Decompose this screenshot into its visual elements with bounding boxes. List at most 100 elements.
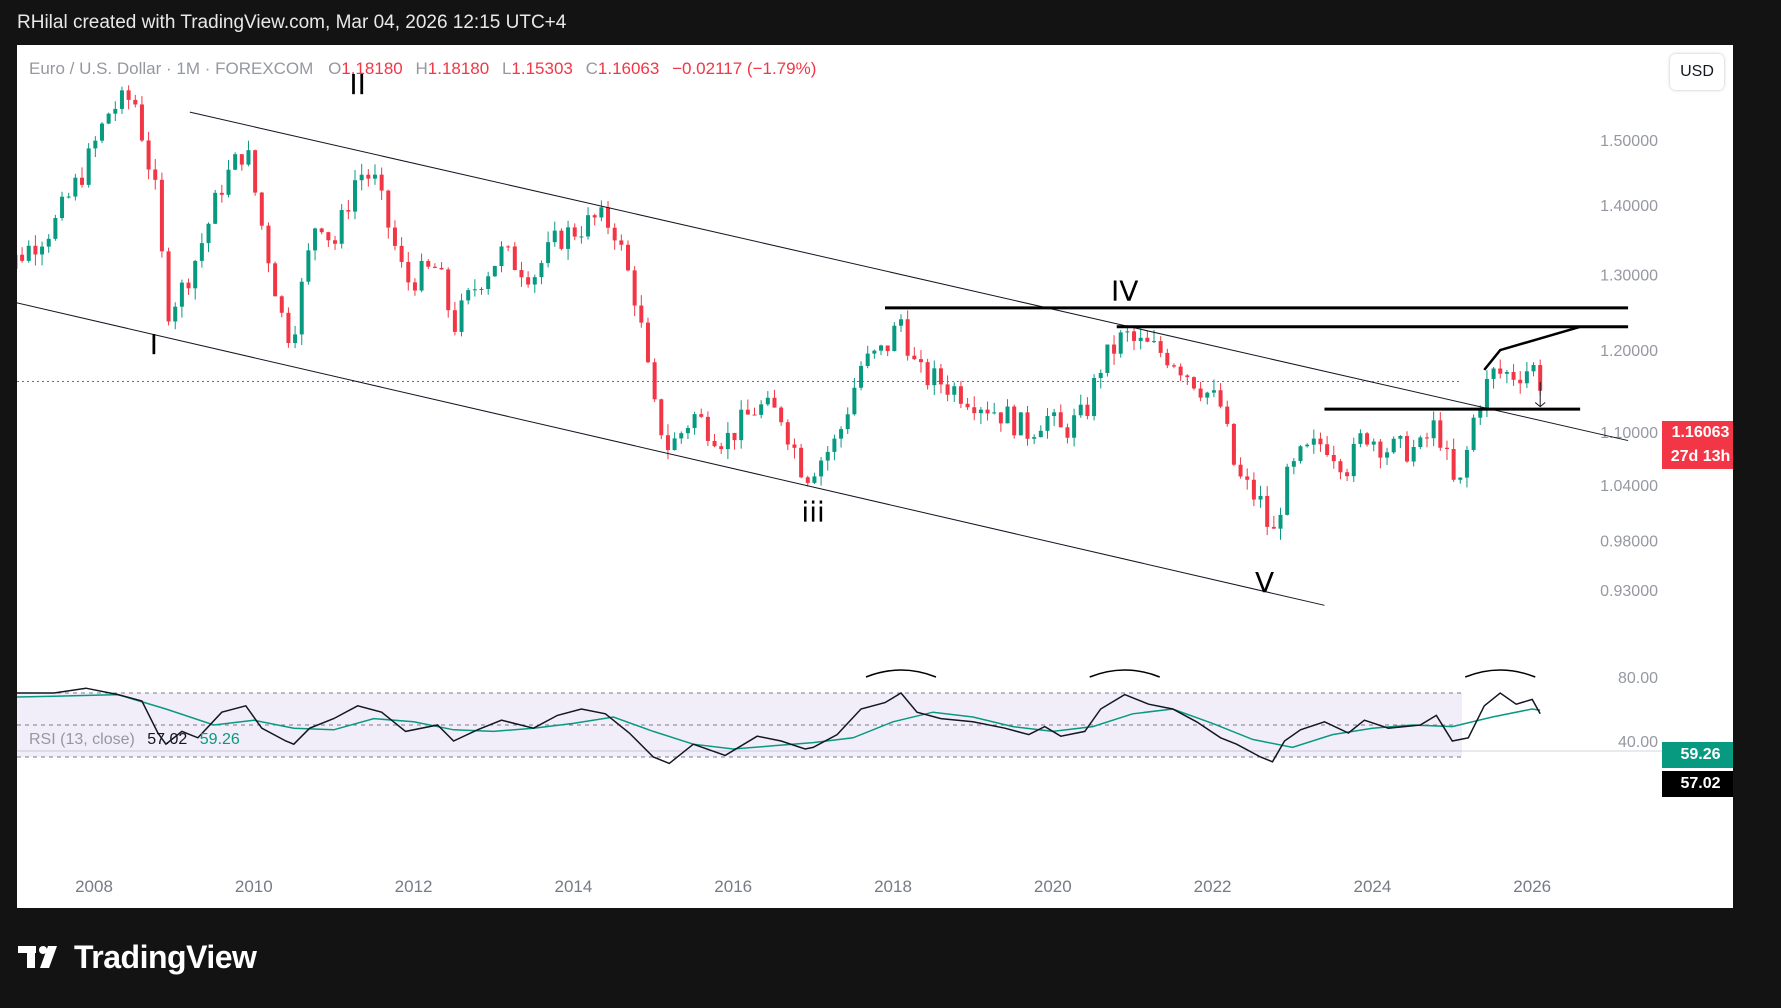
candle-body [506,246,511,248]
candle-body [1112,344,1117,354]
rsi-axis-tick: 40.00 [1618,734,1658,751]
candle-body [938,368,943,385]
candle-body [93,140,98,149]
candle-body [126,90,131,100]
candle-body [412,282,417,291]
candle-body [1052,412,1057,417]
candle-body [586,215,591,237]
candle-body [1058,412,1063,428]
price-axis-tick: 0.98000 [1600,534,1658,551]
candle-body [86,148,91,185]
candle-body [1245,476,1250,480]
candle-body [1418,437,1423,448]
candle-body [226,169,231,195]
candle-body [819,460,824,477]
candle-body [1158,341,1163,353]
footer-brand: TradingView [18,935,257,979]
candle-body [572,227,577,237]
candle-body [1438,420,1443,448]
candle-body [1291,461,1296,467]
candle-body [652,362,657,400]
candle-body [1464,449,1469,478]
chart-panel[interactable]: 1.50000 1.40000 1.30000 1.20000 1.10000 1.040… [17,45,1733,908]
candle-body [1225,406,1230,424]
candle-body [1378,441,1383,458]
candle-body [146,140,151,170]
candle-body [1498,368,1503,374]
open-label: O [328,59,342,78]
candle-body [40,246,45,255]
rsi-line [17,687,1541,765]
candle-body [1178,366,1183,376]
candle-body [1511,372,1516,380]
candle-body [592,215,597,218]
candle-body [1072,415,1077,438]
candle-body [253,150,258,193]
rsi-peak-arc [865,669,937,678]
candle-body [133,99,138,105]
candle-body [639,305,644,323]
candle-body [1165,352,1170,366]
candle-body [1271,526,1276,529]
candle-body [872,350,877,354]
rsi-label[interactable]: RSI (13, close) [29,731,135,748]
price-chart-svg[interactable]: 1.50000 1.40000 1.30000 1.20000 1.10000 1.040… [17,45,1733,908]
chart-header: RHilal created with TradingView.com, Mar… [17,12,567,33]
candle-body [1325,444,1330,455]
candle-body [1258,495,1263,500]
price-axis-tick: 1.20000 [1600,343,1658,360]
candle-body [426,260,431,267]
currency-button[interactable]: USD [1670,54,1724,90]
candle-body [1491,368,1496,379]
candle-body [1085,404,1090,417]
time-axis-tick: 2012 [395,877,433,896]
candle-body [719,446,724,450]
candle-body [845,414,850,430]
price-tag-value: 1.16063 [1671,424,1730,441]
rsi-ma-line [17,693,1541,750]
candle-body [512,246,517,271]
candle-body [1538,365,1543,391]
candle-body [392,227,397,246]
target-arrowhead-icon [1534,402,1546,408]
candle-body [259,192,264,226]
candle-body [439,267,444,270]
candle-body [80,177,85,185]
candle-body [1005,406,1010,424]
candle-body [1298,446,1303,462]
candle-body [1045,416,1050,431]
high-label: H [415,59,428,78]
candle-body [399,245,404,262]
candle-body [273,263,278,297]
candle-body [1251,479,1256,500]
candle-body [1411,447,1416,462]
candle-body [925,362,930,386]
open-value: 1.18180 [341,59,403,78]
candle-body [859,365,864,388]
candle-body [1218,390,1223,407]
candle-body [606,207,611,228]
symbol-name[interactable]: Euro / U.S. Dollar · 1M · FOREXCOM [29,59,314,78]
candle-body [912,355,917,360]
close-value: 1.16063 [597,59,660,78]
candle-body [892,325,897,352]
candle-body [466,290,471,301]
candle-body [905,319,910,356]
candle-body [99,123,104,141]
candle-body [1138,337,1143,341]
candle-body [1391,438,1396,453]
candle-body [1145,337,1150,342]
candle-body [705,416,710,441]
candle-body [406,261,411,283]
candle-body [1025,412,1030,439]
rsi-peak-arc [1089,669,1160,678]
time-axis-tick: 2026 [1513,877,1551,896]
candle-body [432,266,437,268]
wave-label: iii [801,496,824,529]
candle-body [1278,514,1283,529]
candle-body [319,228,324,233]
wave-label: IV [1111,274,1138,307]
candle-body [472,289,477,291]
candle-body [1098,372,1103,378]
candle-body [1038,430,1043,438]
